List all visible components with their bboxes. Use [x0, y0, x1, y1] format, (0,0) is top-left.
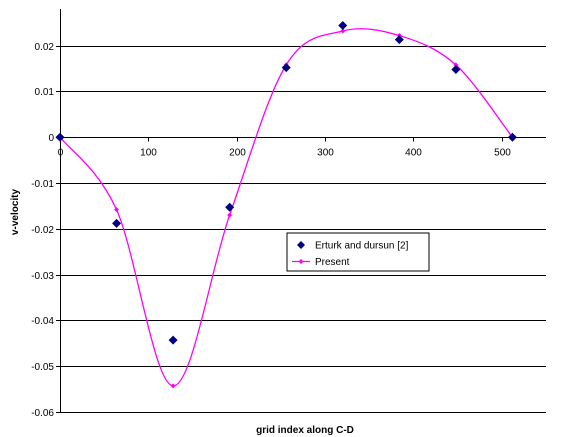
legend-present-label: Present: [315, 257, 350, 268]
series-erturk-point-6: [394, 35, 404, 45]
legend-erturk-marker: [297, 241, 305, 249]
x-tick-label-0: 0: [58, 148, 64, 159]
series-present-line: [59, 28, 513, 387]
series-erturk-point-8: [507, 132, 517, 142]
y-tick-label-4: -0.02: [31, 225, 54, 236]
legend-present-marker: [298, 259, 304, 264]
x-axis-title: grid index along C-D: [256, 425, 354, 436]
legend: Erturk and dursun [2] Present: [286, 232, 430, 272]
x-tick-label-4: 400: [405, 148, 422, 159]
series-present-point-2: [170, 383, 176, 389]
legend-box: [286, 232, 430, 272]
series-erturk-point-7: [451, 64, 461, 74]
series-erturk-point-1: [112, 218, 122, 228]
x-tick-labels: 0 100 200 300 400 500: [58, 148, 512, 159]
y-axis-title: v-velocity: [10, 188, 21, 235]
legend-erturk-label: Erturk and dursun [2]: [315, 241, 409, 252]
y-tick-labels: 0.02 0.01 0 -0.01 -0.02 -0.03 -0.04 -0.05 -0.06: [31, 42, 54, 419]
series-erturk-point-0: [55, 132, 65, 142]
y-tick-label-2: 0: [48, 133, 54, 144]
y-tick-label-8: -0.06: [31, 408, 54, 419]
y-tick-label-0: 0.02: [35, 42, 55, 53]
x-tick-label-5: 500: [494, 148, 511, 159]
series-present-point-1: [114, 207, 120, 213]
y-tick-label-7: -0.05: [31, 362, 54, 373]
series-present-point-3: [227, 212, 233, 218]
x-tick-label-2: 200: [229, 148, 246, 159]
y-tick-label-5: -0.03: [31, 271, 54, 282]
series-erturk-point-4: [281, 63, 291, 73]
y-tick-label-3: -0.01: [31, 179, 54, 190]
x-tick-label-1: 100: [140, 148, 157, 159]
y-tick-label-6: -0.04: [31, 316, 54, 327]
x-tick-label-3: 300: [317, 148, 334, 159]
series-layer: [55, 20, 517, 389]
series-present-point-7: [453, 62, 459, 68]
series-erturk-point-3: [225, 202, 235, 212]
gridlines: [60, 46, 546, 413]
series-erturk-point-2: [168, 335, 178, 345]
y-tick-label-1: 0.01: [35, 87, 55, 98]
series-present-point-5: [340, 28, 346, 34]
series-erturk-point-5: [338, 20, 348, 30]
